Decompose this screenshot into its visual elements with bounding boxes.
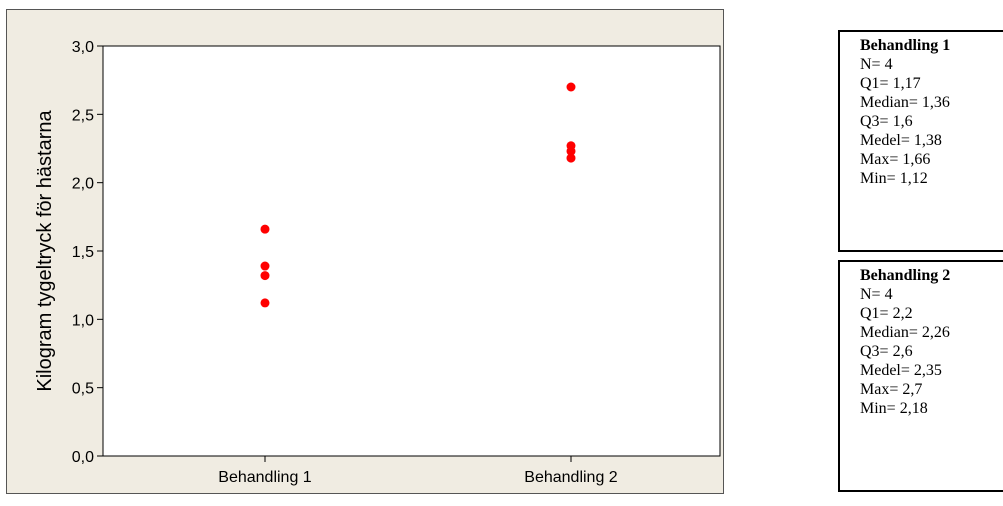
stats-line: Median= 2,26 — [860, 324, 950, 341]
stats-line: Medel= 1,38 — [860, 132, 942, 149]
stats-line: Q3= 1,6 — [860, 113, 913, 130]
stats-title: Behandling 1 — [860, 37, 951, 54]
plot-area — [102, 45, 721, 457]
stats-line: Max= 2,7 — [860, 381, 923, 398]
stats-line: Q3= 2,6 — [860, 343, 913, 360]
stats-line: N= 4 — [860, 56, 893, 73]
data-point — [260, 224, 270, 234]
data-point — [566, 82, 576, 92]
y-tick-label: 0,5 — [72, 381, 94, 398]
chart-svg: 0,00,51,01,52,02,53,0 Behandling 1 Behand… — [34, 39, 721, 486]
y-tick-label: 2,5 — [72, 107, 94, 124]
data-point — [566, 141, 576, 151]
y-tick-label: 2,0 — [72, 176, 94, 193]
stats-line: Medel= 2,35 — [860, 362, 942, 379]
y-tick-label: 1,0 — [72, 312, 94, 329]
x-axis: Behandling 1 Behandling 2 — [218, 456, 618, 486]
stats-line: N= 4 — [860, 286, 893, 303]
y-tick-label: 3,0 — [72, 39, 94, 56]
stats-title: Behandling 2 — [860, 267, 951, 284]
stats-line: Median= 1,36 — [860, 94, 950, 111]
stats-line: Q1= 1,17 — [860, 75, 921, 92]
stats-box-behandling-1: Behandling 1 N= 4 Q1= 1,17 Median= 1,36 … — [838, 30, 1003, 252]
x-tick-label: Behandling 1 — [218, 469, 312, 486]
y-tick-label: 1,5 — [72, 244, 94, 261]
stats-box-behandling-2: Behandling 2 N= 4 Q1= 2,2 Median= 2,26 Q… — [838, 260, 1003, 492]
stats-line: Q1= 2,2 — [860, 305, 913, 322]
data-point — [260, 298, 270, 308]
data-points — [260, 82, 576, 308]
data-point — [260, 271, 270, 281]
stats-line: Min= 1,12 — [860, 170, 928, 187]
y-tick-label: 0,0 — [72, 449, 94, 466]
y-axis: 0,0 0,5 1,0 1,5 2,0 2,5 3,0 — [72, 39, 103, 466]
y-axis-label: Kilogram tygeltryck för hästarna — [34, 110, 56, 392]
stats-line: Min= 2,18 — [860, 400, 928, 417]
x-tick-label: Behandling 2 — [524, 469, 618, 486]
data-point — [566, 153, 576, 163]
chart-frame: 0,0 0,5 1,0 1,5 2,0 2,5 3,0 Behandling 1 Behand… — [6, 9, 724, 494]
stats-line: Max= 1,66 — [860, 151, 931, 168]
data-point — [260, 261, 270, 271]
